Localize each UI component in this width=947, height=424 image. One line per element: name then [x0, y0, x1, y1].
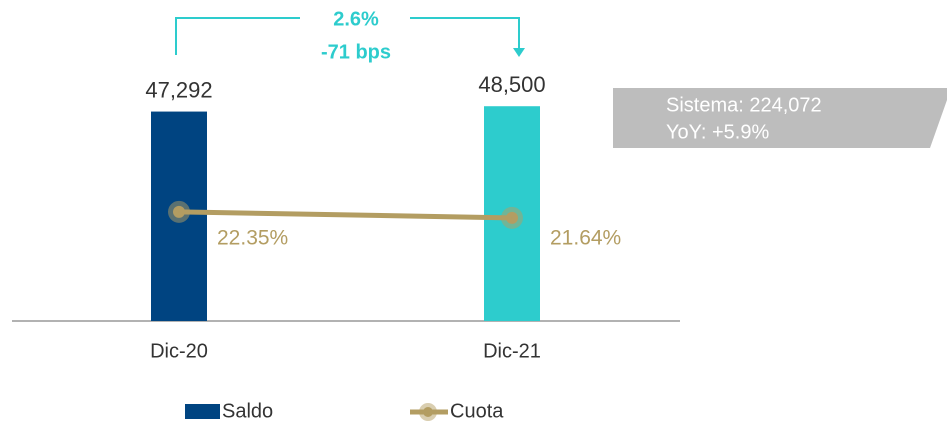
legend-label: Cuota — [450, 400, 504, 422]
legend-swatch — [419, 403, 437, 421]
info-box — [613, 88, 947, 148]
legend-swatch — [185, 404, 220, 419]
line — [178, 209, 513, 221]
info-text: YoY: +5.9% — [666, 121, 769, 143]
bracket-arrow — [513, 48, 525, 57]
info-text: Sistema: 224,072 — [666, 94, 822, 116]
line-marker — [168, 200, 190, 223]
data-label: 47,292 — [145, 77, 212, 102]
line-marker — [501, 206, 523, 229]
bracket — [175, 17, 520, 55]
data-label: 48,500 — [478, 72, 545, 97]
x-tick-label: Dic-21 — [483, 340, 541, 362]
data-label: 21.64% — [550, 226, 621, 249]
x-tick-label: Dic-20 — [150, 340, 208, 362]
annotation: -71 bps — [321, 41, 391, 63]
data-label: 22.35% — [217, 226, 288, 249]
legend-label: Saldo — [222, 400, 273, 422]
annotation: 2.6% — [333, 8, 379, 30]
